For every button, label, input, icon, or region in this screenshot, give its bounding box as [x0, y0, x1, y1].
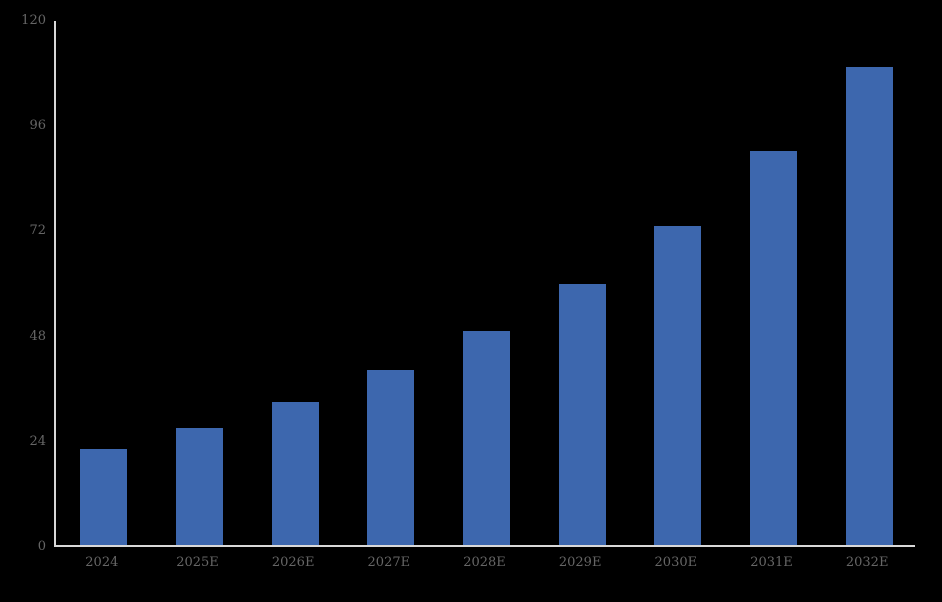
bar-2025E [176, 427, 223, 545]
bar-2024 [80, 448, 128, 545]
bar-2027E [367, 370, 415, 545]
x-tick-label: 2028E [463, 555, 506, 570]
y-tick-label: 120 [21, 13, 46, 28]
bar-2031E [750, 151, 797, 545]
x-tick-label: 2032E [845, 555, 889, 570]
bar-2028E [463, 331, 510, 545]
y-tick-label: 24 [29, 433, 46, 449]
x-tick-label: 2029E [558, 555, 602, 570]
x-tick-label: 2027E [367, 555, 411, 570]
bar-2026E [271, 402, 319, 545]
y-tick-label: 0 [37, 539, 46, 554]
bar-2032E [845, 67, 893, 545]
x-tick-label: 2030E [654, 555, 698, 570]
bar-2030E [654, 226, 702, 545]
x-tick-label: 2031E [750, 555, 793, 570]
x-tick-label: 2026E [271, 555, 315, 570]
x-tick-label: 2024 [85, 555, 119, 570]
bar-2029E [558, 284, 606, 545]
y-tick-label: 48 [29, 328, 46, 344]
plot-area [54, 21, 915, 547]
y-tick-label: 96 [29, 118, 46, 134]
y-tick-label: 72 [29, 223, 46, 239]
x-tick-label: 2025E [176, 555, 219, 570]
